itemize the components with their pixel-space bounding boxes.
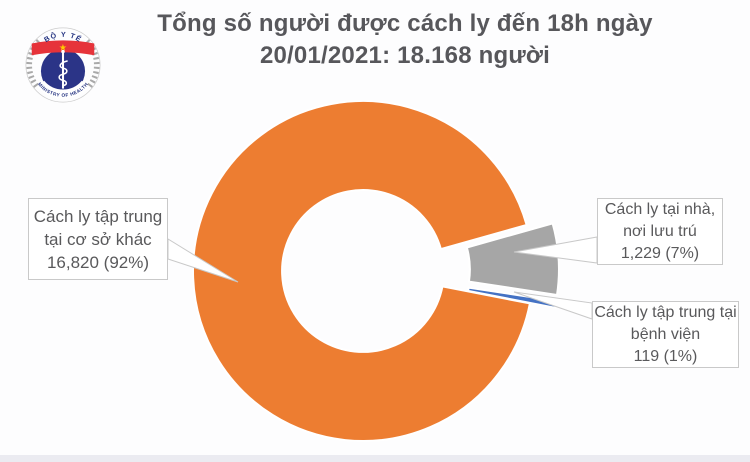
label-other-facilities: Cách ly tập trung tại cơ sở khác 16,820 …	[28, 198, 168, 280]
staff-knob-icon	[61, 49, 65, 54]
slice-home	[465, 222, 560, 297]
label-home: Cách ly tại nhà, nơi lưu trú 1,229 (7%)	[597, 198, 723, 265]
label-home-line1: Cách ly tại nhà,	[604, 200, 716, 218]
page-title: Tổng số người được cách ly đến 18h ngày …	[130, 8, 680, 72]
label-other-facilities-value: 16,820 (92%)	[46, 253, 150, 272]
label-other-facilities-line1: Cách ly tập trung	[33, 207, 163, 226]
label-hospital-value: 119 (1%)	[633, 347, 698, 365]
asclepius-staff-icon	[61, 52, 65, 89]
callout-pointer-other-facilities	[167, 238, 239, 283]
star-icon: ★	[59, 43, 67, 53]
moh-logo-icon: ★ BỘ Y TẾ MINISTRY OF HEALTH	[25, 27, 101, 103]
page-title-line2: 20/01/2021: 18.168 người	[259, 42, 551, 69]
flag-band	[31, 40, 95, 56]
logo-outer-ring	[25, 27, 101, 103]
slice-other-facilities	[192, 100, 532, 442]
label-hospital-line2: bệnh viện	[630, 325, 701, 343]
label-other-facilities-line2: tại cơ sở khác	[44, 230, 152, 249]
bottom-strip	[0, 455, 750, 462]
label-home-value: 1,229 (7%)	[620, 244, 700, 262]
label-hospital-line1: Cách ly tập trung tại	[594, 303, 737, 321]
logo-top-text: BỘ Y TẾ	[43, 30, 84, 44]
label-home-line2: nơi lưu trú	[623, 222, 697, 240]
bottom-text-band	[37, 80, 89, 99]
snake-icon	[58, 60, 68, 87]
label-hospital: Cách ly tập trung tại bệnh viện 119 (1%)	[592, 301, 739, 368]
page-title-line1: Tổng số người được cách ly đến 18h ngày	[157, 10, 653, 37]
